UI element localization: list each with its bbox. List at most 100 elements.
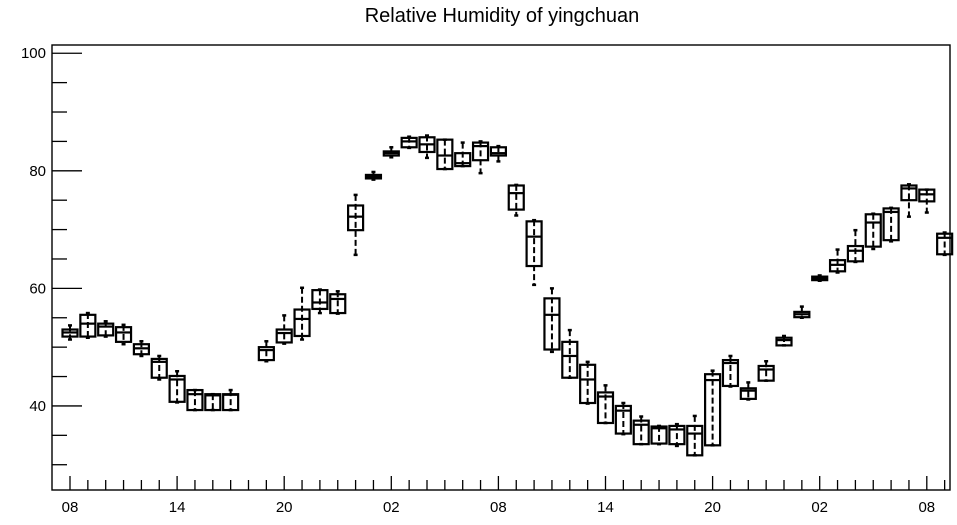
box-body xyxy=(561,340,579,379)
box-item xyxy=(364,170,383,181)
box-item xyxy=(793,305,811,320)
box-body xyxy=(936,232,954,256)
x-tick-label: 08 xyxy=(490,499,507,516)
box-item xyxy=(79,311,97,339)
chart-title: Relative Humidity of yingchuan xyxy=(365,5,640,27)
box-body xyxy=(579,363,597,405)
y-tick-label: 100 xyxy=(21,45,46,62)
boxes-layer xyxy=(61,134,954,457)
box-body xyxy=(650,425,668,445)
box-item xyxy=(436,138,454,171)
box-item xyxy=(811,274,829,282)
box-item xyxy=(882,206,900,243)
box-body xyxy=(150,357,168,379)
x-tick-label: 08 xyxy=(918,499,935,516)
box-item xyxy=(703,369,722,447)
box-item xyxy=(489,144,507,163)
y-axis: 40 60 80 100 xyxy=(21,45,82,466)
box-item xyxy=(222,388,240,412)
box-item xyxy=(132,340,150,358)
box-item xyxy=(471,140,490,175)
y-tick-label: 80 xyxy=(29,163,46,180)
box-body xyxy=(864,213,882,248)
box-item xyxy=(293,286,311,341)
box-body xyxy=(168,374,186,403)
box-body xyxy=(347,204,365,232)
box-item xyxy=(382,146,400,159)
box-body xyxy=(329,293,347,315)
box-item xyxy=(864,212,882,251)
x-tick-label: 14 xyxy=(169,499,186,516)
box-body xyxy=(721,358,740,388)
box-item xyxy=(204,392,222,412)
box-item xyxy=(775,334,793,347)
box-body xyxy=(525,220,543,268)
box-item xyxy=(632,415,650,446)
box-body xyxy=(757,364,775,382)
x-tick-label: 20 xyxy=(704,499,721,516)
box-item xyxy=(454,141,472,168)
box-body xyxy=(507,184,525,211)
box-body xyxy=(257,346,275,362)
x-tick-label: 08 xyxy=(62,499,79,516)
box-item xyxy=(561,328,579,379)
box-body xyxy=(614,404,632,435)
box-body xyxy=(846,244,865,263)
box-item xyxy=(418,134,436,160)
x-tick-label: 02 xyxy=(811,499,828,516)
box-item xyxy=(525,218,543,287)
box-item xyxy=(168,370,186,404)
x-axis: 08 14 20 02 08 14 20 02 08 xyxy=(62,476,946,516)
box-item xyxy=(61,324,79,341)
box-body xyxy=(489,146,507,157)
box-item xyxy=(347,193,365,257)
box-body xyxy=(293,308,311,338)
box-body xyxy=(686,424,704,457)
box-item xyxy=(757,360,775,382)
box-item xyxy=(686,414,704,457)
box-item xyxy=(721,354,740,388)
box-item xyxy=(329,290,347,315)
box-item xyxy=(668,422,686,448)
box-body xyxy=(186,388,204,412)
box-body xyxy=(918,188,936,203)
box-body xyxy=(97,322,115,337)
box-body xyxy=(703,373,722,447)
box-body xyxy=(79,313,97,338)
box-item xyxy=(650,424,668,446)
box-body xyxy=(882,207,900,242)
box-item xyxy=(543,287,561,354)
box-body xyxy=(543,297,561,351)
box-item xyxy=(150,354,168,381)
box-item xyxy=(579,360,597,405)
x-tick-label: 14 xyxy=(597,499,614,516)
box-item xyxy=(596,384,615,425)
box-item xyxy=(97,320,115,338)
box-item xyxy=(257,340,275,363)
box-body xyxy=(114,326,133,343)
box-body xyxy=(311,289,329,311)
box-body xyxy=(739,387,757,400)
box-item xyxy=(614,401,632,436)
box-body xyxy=(668,424,686,446)
box-item xyxy=(507,183,525,217)
box-item xyxy=(739,381,757,401)
box-body xyxy=(596,391,615,425)
box-item xyxy=(186,388,204,412)
box-body xyxy=(454,152,472,168)
box-item xyxy=(936,231,954,257)
plot-frame xyxy=(51,44,951,491)
x-tick-label: 02 xyxy=(383,499,400,516)
box-item xyxy=(918,188,936,214)
y-tick-label: 60 xyxy=(29,280,46,297)
box-body xyxy=(900,184,918,202)
box-body xyxy=(632,419,650,446)
box-body xyxy=(436,138,454,171)
box-item xyxy=(311,288,329,315)
box-item xyxy=(900,183,918,218)
box-body xyxy=(400,136,418,149)
box-body xyxy=(275,328,293,344)
box-item xyxy=(275,314,293,345)
